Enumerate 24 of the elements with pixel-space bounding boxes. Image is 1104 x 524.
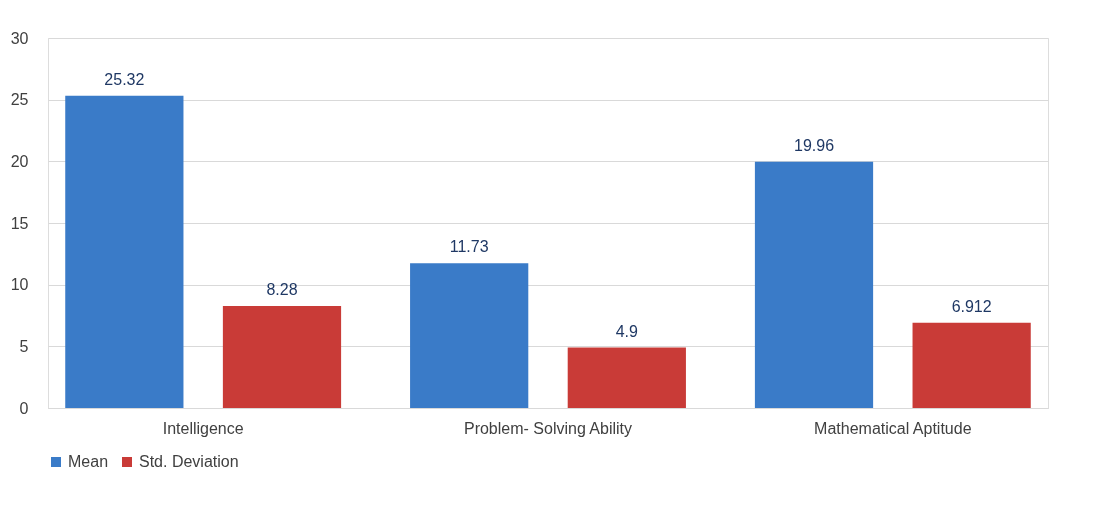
data-label: 11.73 [449,238,489,256]
bar [65,95,184,408]
bar [410,263,529,408]
bar [222,305,342,408]
x-tick-label: Intelligence [162,419,244,437]
x-tick-label: Problem- Solving Ability [463,419,633,437]
y-tick-label: 0 [19,399,29,417]
y-tick-label: 10 [10,276,29,294]
bar [912,322,1031,408]
data-label: 6.912 [951,297,992,315]
data-label: 25.32 [104,70,145,88]
data-label: 4.9 [615,322,639,340]
y-tick-label: 5 [19,337,29,355]
x-tick-label: Mathematical Aptitude [814,419,972,437]
y-tick-label: 30 [10,29,29,47]
data-label: 19.96 [793,136,835,154]
data-label: 8.28 [266,280,298,298]
legend-label: Mean [68,453,109,470]
bar [754,161,874,408]
y-tick-label: 15 [10,214,29,232]
y-tick-label: 25 [10,91,29,109]
legend-label: Std. Deviation [139,453,239,470]
bar [567,347,686,408]
y-tick-label: 20 [10,152,29,170]
